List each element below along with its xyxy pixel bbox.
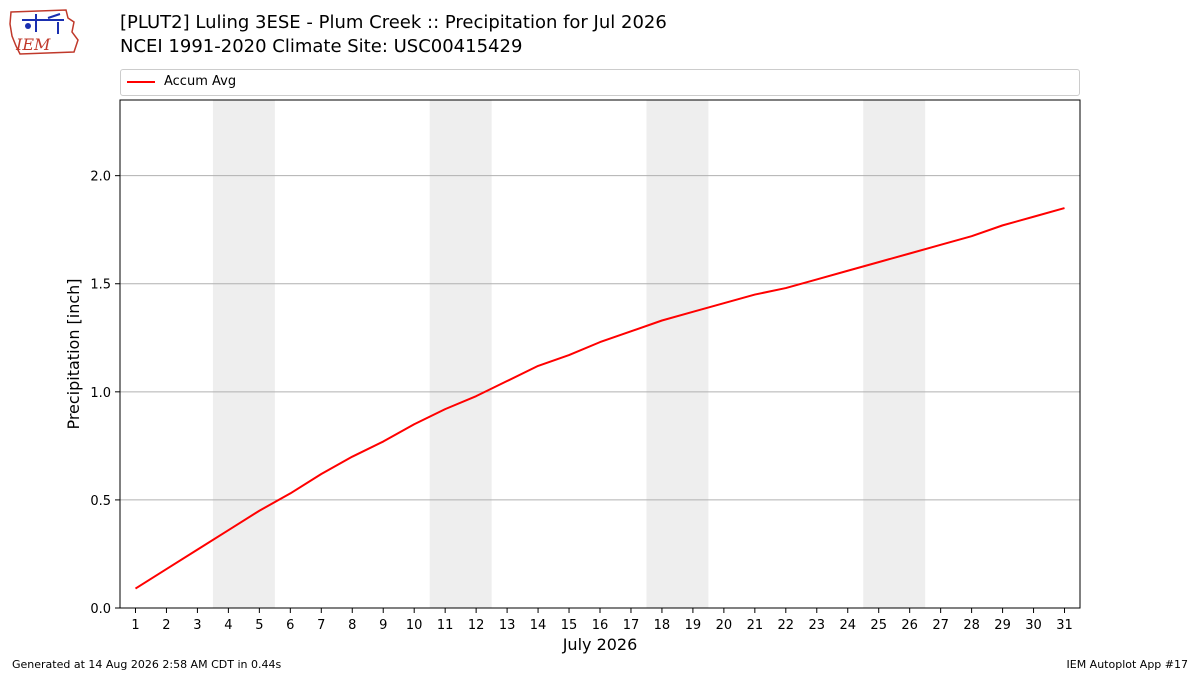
- x-tick-label: 7: [317, 618, 325, 633]
- y-tick-label: 1.0: [90, 386, 111, 401]
- legend: Accum Avg: [120, 69, 1080, 96]
- footer-app-label: IEM Autoplot App #17: [1066, 658, 1189, 671]
- x-tick-label: 25: [870, 618, 887, 633]
- x-tick-label: 18: [654, 618, 671, 633]
- x-tick-label: 14: [530, 618, 547, 633]
- legend-line-swatch: [127, 81, 155, 83]
- x-axis-label: July 2026: [562, 635, 638, 654]
- weekend-shade: [863, 100, 926, 608]
- x-tick-label: 1: [131, 618, 139, 633]
- x-tick-label: 22: [778, 618, 795, 633]
- y-tick-label: 1.5: [90, 278, 111, 293]
- x-tick-label: 8: [348, 618, 356, 633]
- weekend-shade: [429, 100, 492, 608]
- x-tick-label: 16: [592, 618, 609, 633]
- x-tick-label: 10: [406, 618, 423, 633]
- x-tick-label: 26: [901, 618, 918, 633]
- accum-avg-line: [134, 207, 1065, 590]
- x-tick-label: 20: [716, 618, 733, 633]
- x-tick-label: 2: [162, 618, 170, 633]
- x-tick-label: 6: [286, 618, 294, 633]
- y-tick-label: 0.0: [90, 602, 111, 617]
- weekend-shade: [646, 100, 709, 608]
- x-tick-label: 12: [468, 618, 485, 633]
- plot-frame: [119, 99, 1081, 609]
- x-tick-label: 3: [193, 618, 201, 633]
- x-tick-label: 28: [963, 618, 980, 633]
- x-tick-label: 30: [1025, 618, 1042, 633]
- x-tick-label: 5: [255, 618, 263, 633]
- x-tick-label: 24: [839, 618, 856, 633]
- x-tick-label: 19: [685, 618, 702, 633]
- legend-label: Accum Avg: [164, 74, 237, 89]
- x-tick-label: 11: [437, 618, 454, 633]
- x-tick-label: 13: [499, 618, 516, 633]
- x-tick-label: 17: [623, 618, 640, 633]
- y-tick-label: 2.0: [90, 170, 111, 185]
- y-tick-label: 0.5: [90, 494, 111, 509]
- x-tick-label: 9: [379, 618, 387, 633]
- svg-text:IEM: IEM: [15, 35, 51, 54]
- chart-title: [PLUT2] Luling 3ESE - Plum Creek :: Prec…: [120, 12, 667, 33]
- x-tick-label: 21: [747, 618, 764, 633]
- chart-subtitle: NCEI 1991-2020 Climate Site: USC00415429: [120, 36, 523, 57]
- x-tick-label: 29: [994, 618, 1011, 633]
- weekend-shade: [212, 100, 275, 608]
- x-tick-label: 31: [1056, 618, 1073, 633]
- x-tick-label: 23: [809, 618, 826, 633]
- footer-generated-text: Generated at 14 Aug 2026 2:58 AM CDT in …: [12, 658, 282, 671]
- y-axis-label: Precipitation [inch]: [64, 278, 83, 429]
- iem-logo: IEM: [9, 9, 79, 55]
- x-tick-label: 15: [561, 618, 578, 633]
- x-tick-label: 4: [224, 618, 232, 633]
- x-tick-label: 27: [932, 618, 949, 633]
